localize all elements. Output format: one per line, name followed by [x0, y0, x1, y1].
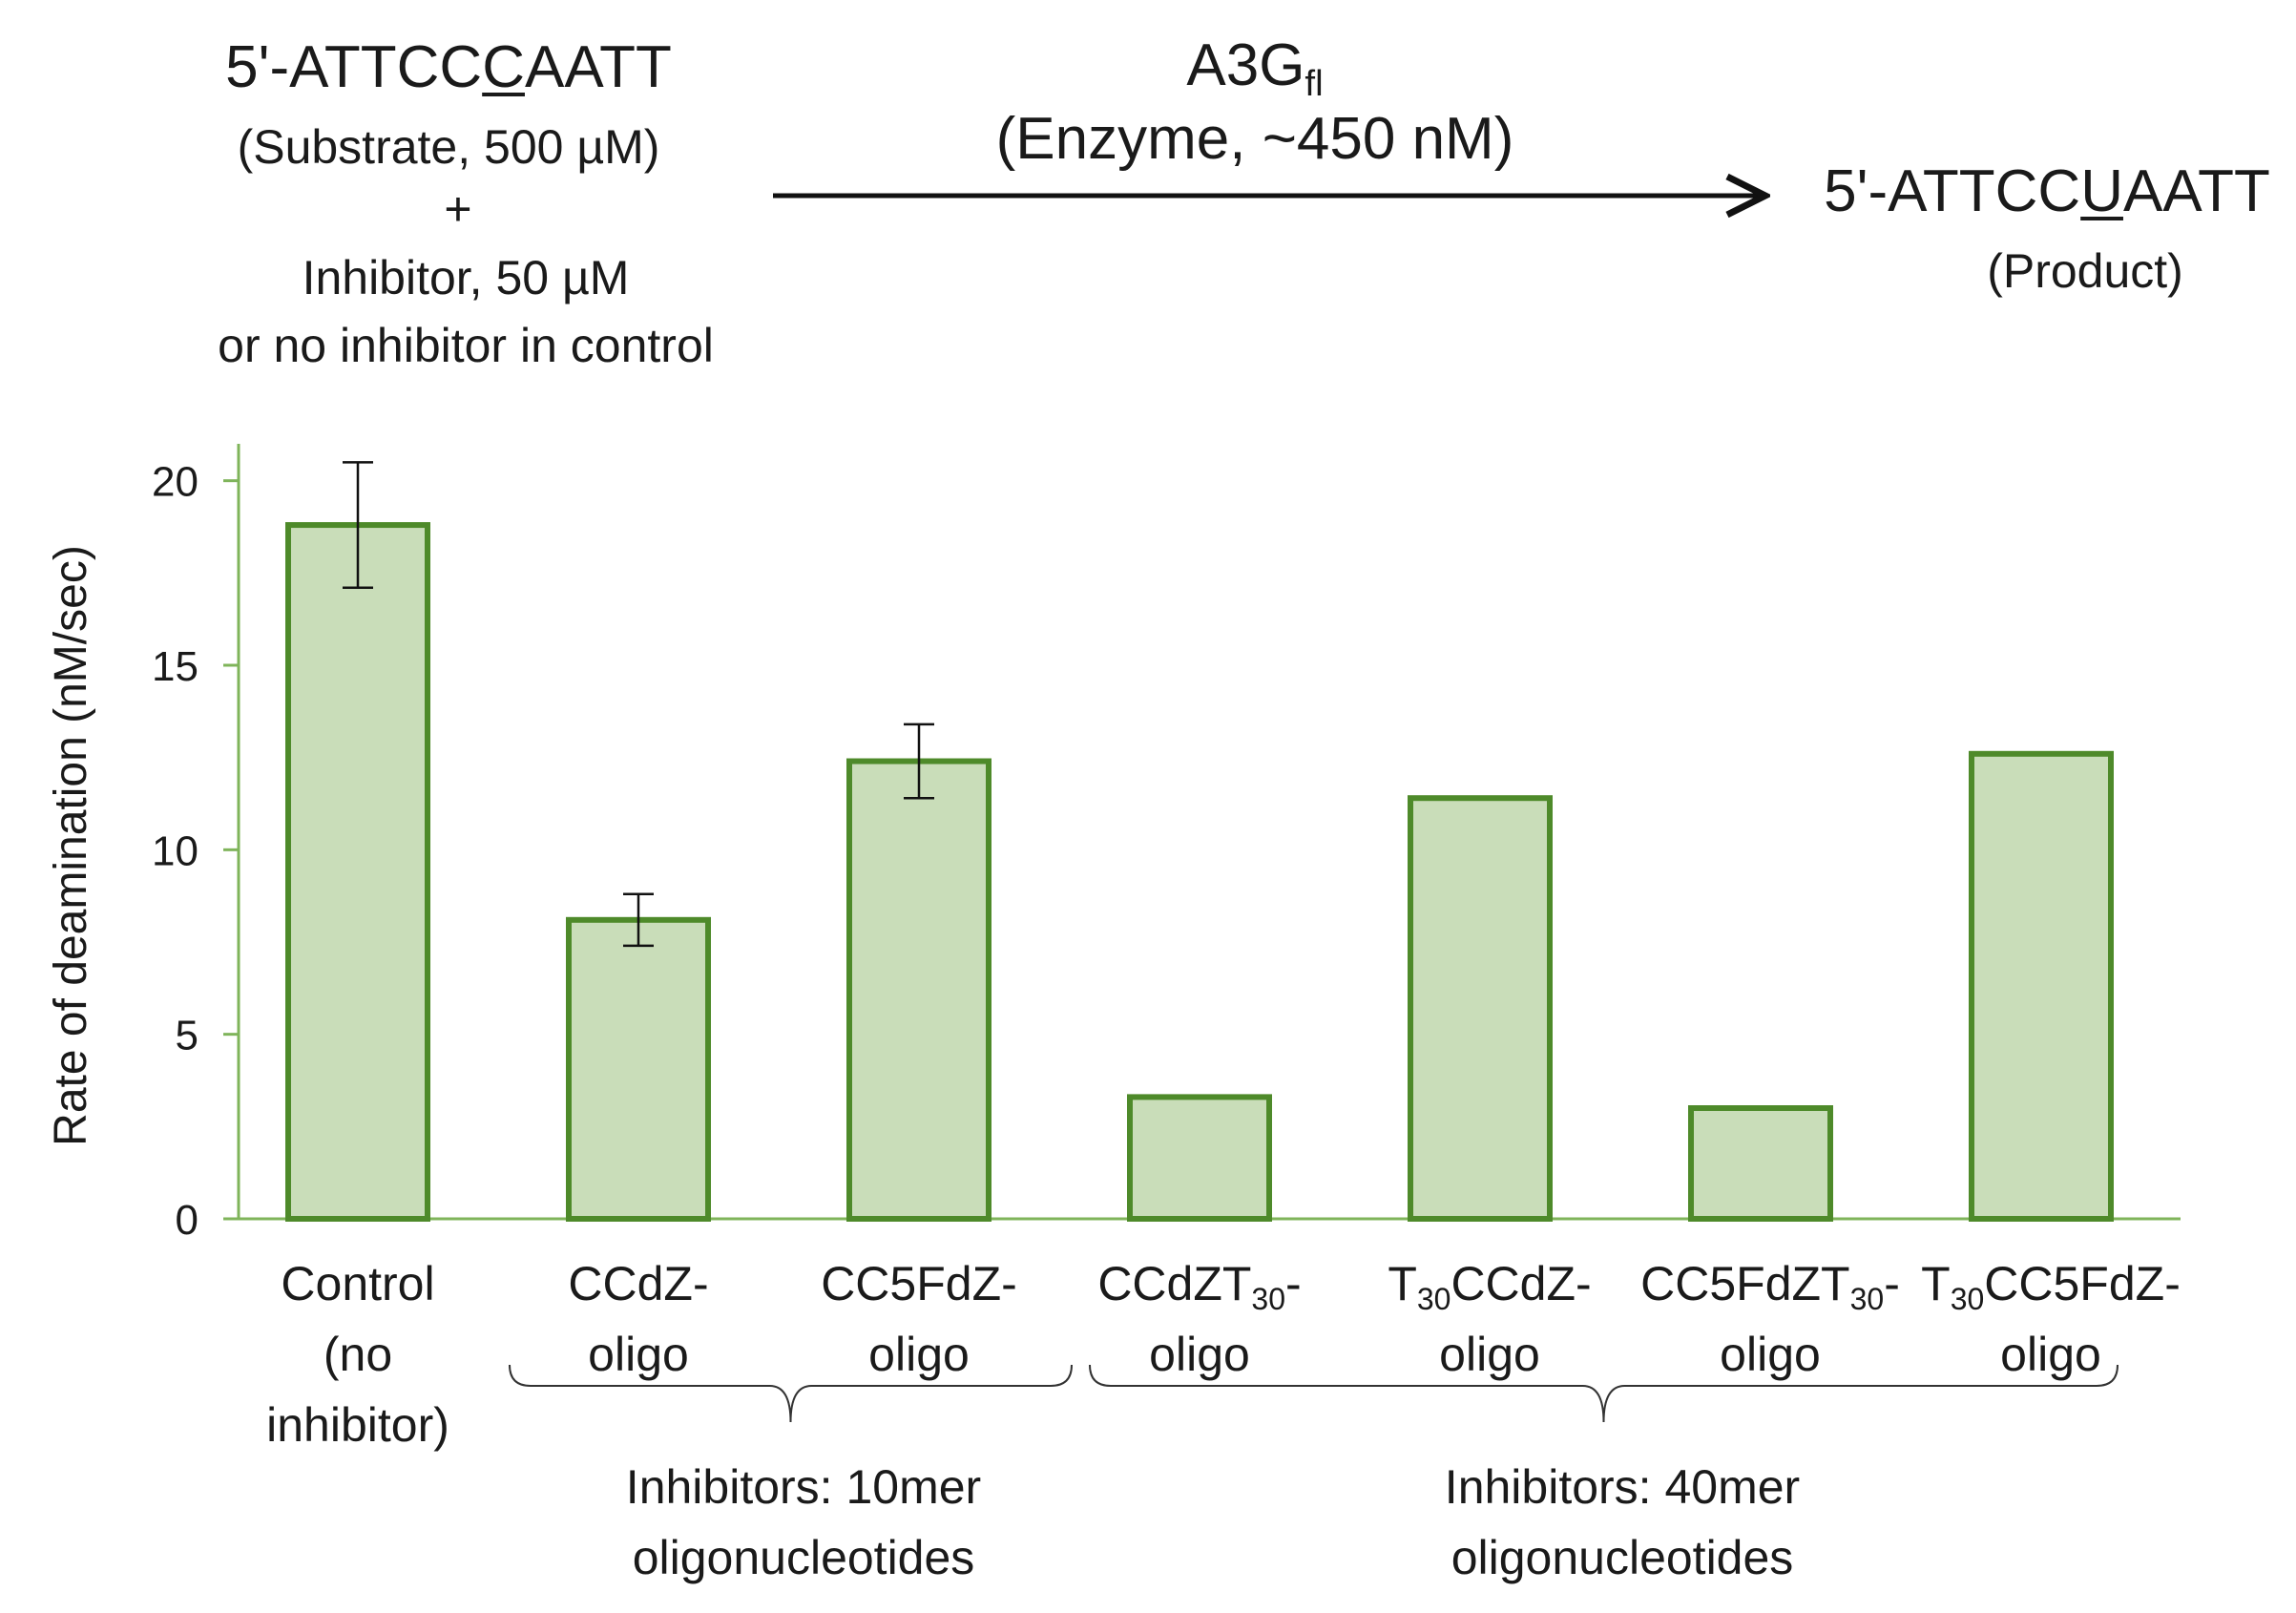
category-label: CC5FdZT30- [1640, 1257, 1900, 1316]
y-tick-label: 15 [152, 643, 198, 690]
y-tick-label: 5 [176, 1013, 198, 1059]
product-prefix: 5'-ATTCC [1824, 158, 2081, 224]
group-label: oligonucleotides [1451, 1531, 1794, 1584]
category-label: CC5FdZ- [821, 1257, 1017, 1310]
enzyme-name-text: A3G [1186, 32, 1305, 98]
group-label: Inhibitors: 10mer [626, 1460, 981, 1514]
enzyme-subscript: fl [1305, 62, 1324, 104]
category-label: inhibitor) [266, 1398, 449, 1452]
substrate-suffix: AATT [524, 34, 672, 100]
bar [1127, 1094, 1272, 1223]
y-tick-label: 0 [176, 1197, 198, 1244]
bar [1969, 750, 2114, 1222]
product-label: (Product) [1987, 244, 2183, 298]
category-label: oligo [868, 1328, 970, 1381]
inhibitor-control-note: or no inhibitor in control [218, 319, 714, 372]
bar [1408, 795, 1553, 1222]
product-suffix: AATT [2122, 158, 2270, 224]
product-sequence: 5'-ATTCCUAATT [1824, 157, 2270, 225]
y-tick-label: 10 [152, 827, 198, 874]
group-brace [509, 1364, 1073, 1423]
category-label: oligo [2000, 1328, 2101, 1381]
group-brace [1089, 1364, 2119, 1423]
y-axis-label: Rate of deamination (nM/sec) [46, 545, 96, 1146]
product-changed-base: U [2080, 158, 2123, 224]
inhibitor-label: Inhibitor, 50 µM [302, 251, 630, 304]
bar [846, 758, 991, 1222]
substrate-label: (Substrate, 500 µM) [237, 120, 660, 174]
plus-sign: + [444, 182, 472, 236]
substrate-sequence: 5'-ATTCCCAATT [225, 33, 672, 101]
category-label: (no [324, 1328, 392, 1381]
enzyme-name: A3Gfl [1186, 31, 1323, 105]
category-label: oligo [1720, 1328, 1821, 1381]
y-tick-label: 20 [152, 459, 198, 506]
bar-chart: 0 5 10 15 20 Rate of deamination (nM/sec) Cont… [46, 444, 2181, 1584]
bar [566, 916, 711, 1222]
category-label: oligo [1149, 1328, 1250, 1381]
group-label: Inhibitors: 40mer [1445, 1460, 1800, 1514]
category-label: CCdZ- [568, 1257, 708, 1310]
bar [1688, 1105, 1833, 1222]
category-label: CCdZT30- [1097, 1257, 1301, 1316]
category-label: T30CCdZ- [1388, 1257, 1591, 1316]
category-label: Control [281, 1257, 434, 1310]
category-label: T30CC5FdZ- [1921, 1257, 2181, 1316]
group-label: oligonucleotides [633, 1531, 975, 1584]
substrate-target-base: C [482, 34, 525, 100]
bar [285, 522, 430, 1222]
category-label: oligo [588, 1328, 689, 1381]
category-label: oligo [1439, 1328, 1540, 1381]
substrate-prefix: 5'-ATTCC [225, 34, 483, 100]
enzyme-label: (Enzyme, ~450 nM) [995, 106, 1514, 172]
